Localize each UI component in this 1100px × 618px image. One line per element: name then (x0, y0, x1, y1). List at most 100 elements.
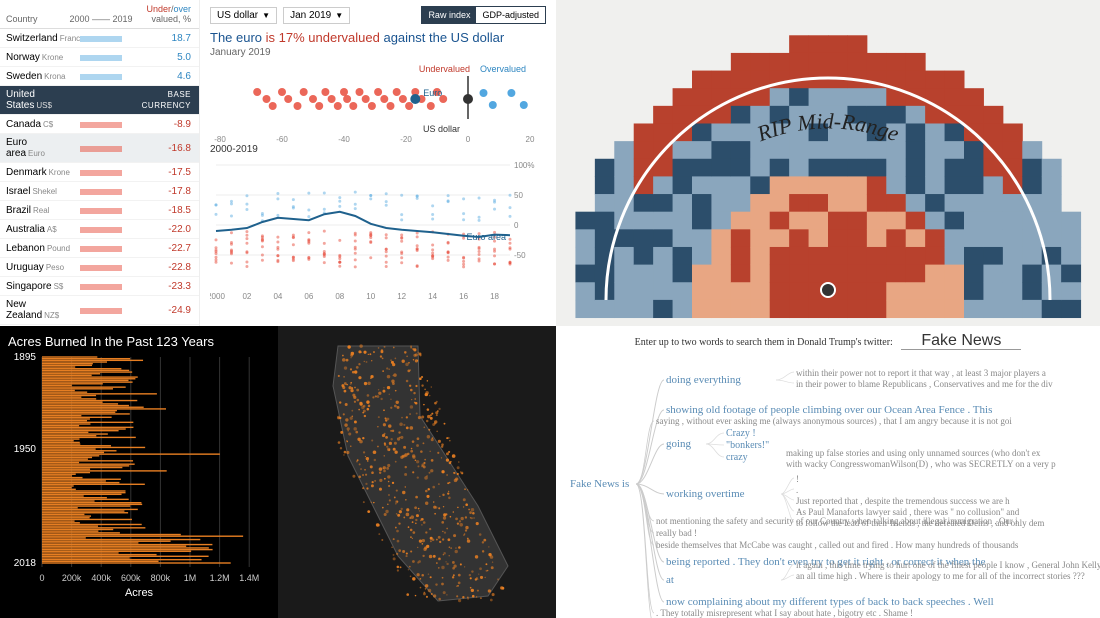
tree-branch[interactable]: working overtime (666, 488, 745, 500)
index-toggle[interactable]: Raw index GDP-adjusted (421, 6, 546, 24)
table-row[interactable]: DenmarkKrone -17.5 (0, 163, 199, 182)
chevron-down-icon: ▼ (262, 11, 270, 20)
svg-text:-80: -80 (214, 135, 226, 144)
x-axis-label: Acres (8, 587, 270, 599)
chevron-down-icon: ▼ (335, 11, 343, 20)
svg-text:1M: 1M (184, 573, 197, 583)
svg-text:04: 04 (273, 292, 282, 301)
svg-text:600k: 600k (121, 573, 141, 583)
range-label: 2000-2019 (210, 144, 546, 155)
search-input[interactable]: Fake News (901, 332, 1021, 350)
svg-text:0: 0 (466, 135, 471, 144)
table-row[interactable]: New ZealandNZ$ -24.9 (0, 296, 199, 325)
svg-text:02: 02 (242, 292, 251, 301)
table-row[interactable]: AustraliaA$ -22.0 (0, 220, 199, 239)
svg-text:18: 18 (490, 292, 499, 301)
tree-leaf: not mentioning the safety and security o… (656, 516, 1096, 526)
tree-leaf: . (796, 485, 1100, 495)
california-map (278, 326, 556, 618)
tree-branch[interactable]: at (666, 574, 674, 586)
timeseries-chart: 100%500-50Euro area200002040608101214161… (210, 161, 546, 301)
table-row[interactable]: United StatesUS$ BASE CURRENCY (0, 86, 199, 115)
heatmap-panel: RIP Mid-Range (556, 0, 1100, 326)
tree-leaf: ! (796, 474, 1100, 484)
svg-text:1950: 1950 (14, 444, 37, 455)
tree-leaf: Just reported that , despite the tremend… (796, 496, 1100, 506)
tree-leaf: saying , without ever asking me (always … (656, 416, 1096, 426)
table-row[interactable]: BrazilReal -18.5 (0, 201, 199, 220)
tree-branch[interactable]: going (666, 438, 691, 450)
tree-leaf: in their power to blame Republicans , Co… (796, 379, 1100, 389)
tree-branch[interactable]: crazy (726, 452, 748, 463)
svg-text:Euro: Euro (423, 88, 442, 98)
svg-text:800k: 800k (151, 573, 171, 583)
legend: Undervalued Overvalued (419, 64, 526, 74)
tree-root: Fake News is (570, 478, 629, 490)
tree-leaf: it again , this time trying to hurt one … (796, 560, 1100, 570)
table-row[interactable]: UruguayPeso -22.8 (0, 258, 199, 277)
svg-text:20: 20 (526, 135, 535, 144)
toggle-gdp[interactable]: GDP-adjusted (476, 7, 545, 23)
svg-text:-20: -20 (400, 135, 412, 144)
svg-text:1895: 1895 (14, 353, 37, 363)
svg-text:12: 12 (397, 292, 406, 301)
svg-text:06: 06 (304, 292, 313, 301)
svg-text:0: 0 (514, 221, 519, 230)
table-row[interactable]: CanadaC$ -8.9 (0, 115, 199, 134)
date-select[interactable]: Jan 2019▼ (283, 7, 350, 24)
svg-text:1.2M: 1.2M (210, 573, 230, 583)
table-row[interactable]: LebanonPound -22.7 (0, 239, 199, 258)
table-header: Country 2000 —— 2019 Under/overvalued, % (0, 0, 199, 29)
col-valuation: Under/overvalued, % (136, 4, 191, 24)
currency-table: Country 2000 —— 2019 Under/overvalued, %… (0, 0, 200, 326)
tree-leaf: beside themselves that McCabe was caught… (656, 540, 1096, 550)
tree-branch[interactable]: Crazy ! (726, 428, 756, 439)
phrase-tree: Fake News is doing everythingwithin thei… (566, 358, 1090, 608)
tree-leaf: making up false stories and using only u… (786, 448, 1100, 458)
tree-leaf: with wacky CongresswomanWilson(D) , who … (786, 459, 1100, 469)
wildfire-title: Acres Burned In the Past 123 Years (8, 334, 270, 349)
tree-leaf: . They totally misrepresent what I say a… (656, 608, 1096, 618)
tree-leaf: within their power not to report it that… (796, 368, 1100, 378)
big-mac-panel: Country 2000 —— 2019 Under/overvalued, %… (0, 0, 556, 326)
toggle-raw[interactable]: Raw index (422, 7, 476, 23)
tree-leaf: an all time high . Where is their apolog… (796, 571, 1100, 581)
col-country: Country (6, 14, 66, 24)
table-row[interactable]: SwitzerlandFranc 18.7 (0, 29, 199, 48)
dot-chart: Undervalued Overvalued Euro US dollar -80 -… (210, 64, 546, 144)
currency-select[interactable]: US dollar▼ (210, 7, 277, 24)
col-years: 2000 —— 2019 (66, 14, 136, 24)
svg-text:100%: 100% (514, 161, 534, 170)
chart-area: US dollar▼ Jan 2019▼ Raw index GDP-adjus… (200, 0, 556, 326)
table-row[interactable]: NorwayKrone 5.0 (0, 48, 199, 67)
svg-text:US dollar: US dollar (423, 124, 460, 134)
svg-text:1.4M: 1.4M (239, 573, 259, 583)
tree-branch[interactable]: "bonkers!" (726, 440, 769, 451)
table-row[interactable]: SingaporeS$ -23.3 (0, 277, 199, 296)
headline: The euro is 17% undervalued against the … (210, 30, 546, 45)
tree-branch[interactable]: showing old footage of people climbing o… (666, 404, 992, 416)
subtitle: January 2019 (210, 47, 546, 58)
svg-text:2000: 2000 (210, 292, 225, 301)
svg-text:-40: -40 (338, 135, 350, 144)
svg-text:16: 16 (459, 292, 468, 301)
svg-text:2018: 2018 (14, 558, 37, 569)
tree-branch[interactable]: now complaining about my different types… (666, 596, 994, 608)
tree-branch[interactable]: doing everything (666, 374, 741, 386)
search-header: Enter up to two words to search them in … (566, 332, 1090, 350)
wildfire-panel: Acres Burned In the Past 123 Years 1895 1… (0, 326, 556, 618)
acres-bar-chart: 1895195020180200k400k600k800k1M1.2M1.4M (8, 353, 270, 583)
table-row[interactable]: Euro areaEuro -16.8 (0, 134, 199, 163)
table-row[interactable]: SwedenKrona 4.6 (0, 67, 199, 86)
svg-text:-60: -60 (276, 135, 288, 144)
tweet-tree-panel: Enter up to two words to search them in … (556, 326, 1100, 618)
svg-text:400k: 400k (91, 573, 111, 583)
table-row[interactable]: IsraelShekel -17.8 (0, 182, 199, 201)
tree-leaf: really bad ! (656, 528, 1096, 538)
svg-text:0: 0 (39, 573, 44, 583)
svg-text:-50: -50 (514, 251, 526, 260)
svg-text:Euro area: Euro area (466, 232, 506, 242)
svg-text:10: 10 (366, 292, 375, 301)
svg-text:08: 08 (335, 292, 344, 301)
svg-text:50: 50 (514, 191, 523, 200)
